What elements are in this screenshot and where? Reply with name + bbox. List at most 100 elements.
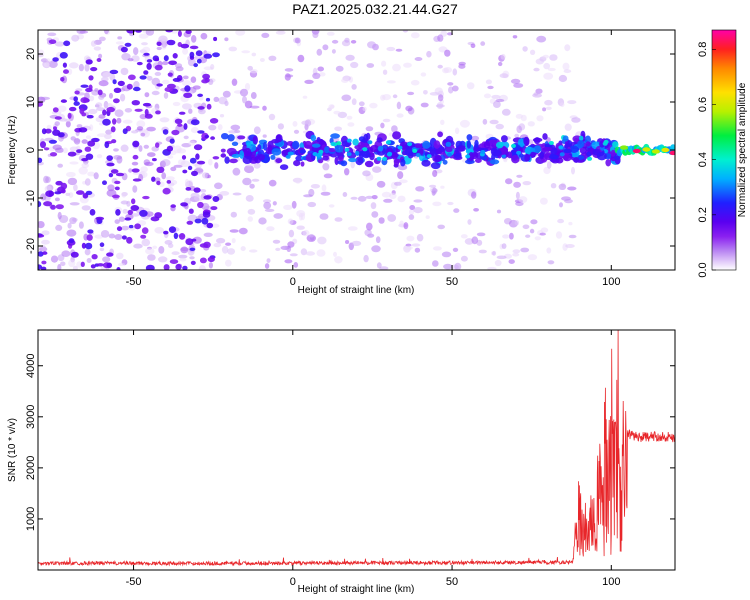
spectrogram-cell — [163, 92, 169, 99]
spectrogram-cell — [510, 78, 521, 84]
spectrogram-cell — [102, 180, 107, 185]
spectrogram-cell — [40, 193, 47, 201]
spectrogram-cell — [262, 105, 267, 111]
spectrogram-cell — [416, 233, 424, 242]
spectrogram-cell — [68, 238, 75, 244]
spectrogram-cell — [423, 90, 428, 95]
spectrogram-cell — [131, 198, 136, 205]
spectrogram-cell — [447, 201, 454, 206]
spectrogram-cell — [203, 195, 212, 200]
spectrogram-cell — [168, 60, 178, 66]
spectrogram-cell — [263, 201, 272, 210]
spectrogram-cell — [501, 243, 507, 250]
spectrogram-cell — [73, 96, 78, 102]
spectrogram-cell — [116, 117, 122, 124]
spectrogram-cell — [231, 78, 238, 86]
spectrogram-cell — [525, 234, 531, 238]
spectrogram-cell — [67, 177, 78, 186]
spectrogram-cell — [189, 247, 196, 251]
spectrogram-cell — [514, 220, 520, 226]
spectrogram-cell — [172, 77, 181, 82]
spectrogram-cell — [145, 264, 155, 270]
spectrogram-cell — [191, 170, 198, 177]
spectrogram-cell — [121, 53, 131, 61]
spectrogram-cell — [279, 164, 289, 171]
spectrogram-cell — [69, 217, 77, 225]
spectrogram-cell — [144, 108, 149, 116]
spectrogram-cell — [41, 230, 50, 236]
spectrogram-cell — [106, 106, 115, 113]
spectrogram-cell — [244, 83, 251, 91]
spectrogram-cell — [50, 255, 59, 263]
spectrogram-cell — [516, 174, 523, 178]
spectrogram-cell — [231, 153, 241, 158]
spectrogram-cell — [133, 47, 139, 56]
spectrogram-cell — [43, 175, 49, 184]
spectrogram-cell — [204, 134, 210, 139]
spectrogram-cell — [84, 178, 91, 186]
spectrogram-cell — [178, 254, 188, 259]
spectrogram-cell — [347, 226, 358, 231]
spectrogram-cell — [68, 259, 76, 268]
spectrogram-cell — [231, 141, 239, 146]
spectrogram-cell — [397, 195, 406, 203]
spectrogram-cell — [98, 53, 103, 59]
spectrogram-cell — [122, 128, 128, 135]
spectrogram-cell — [227, 134, 235, 142]
spectrogram-cell — [452, 68, 458, 76]
spectrogram-cell — [429, 92, 440, 96]
spectrogram-cell — [480, 150, 486, 154]
spectrogram-cell — [201, 217, 209, 225]
spectrogram-cell — [391, 125, 398, 133]
spectrogram-cell — [363, 133, 369, 142]
spectrogram-cell — [86, 258, 92, 263]
spectrogram-cell — [136, 120, 146, 128]
spectrogram-cell — [120, 46, 128, 53]
spectrogram-cell — [357, 195, 367, 202]
spectrogram-cell — [185, 238, 194, 246]
spectrogram-cell — [147, 254, 156, 261]
spectrogram-cell — [43, 201, 53, 207]
spectrogram-cell — [392, 131, 402, 140]
spectrogram-cell — [166, 39, 176, 46]
spectrogram-cell — [61, 250, 71, 257]
spectrogram-cell — [146, 75, 153, 81]
spectrogram-cell — [181, 103, 192, 110]
spectrogram-cell — [544, 99, 553, 106]
spectrogram-cell — [54, 116, 62, 120]
spectrogram-cell — [115, 41, 124, 45]
colorbar-label: Normalized spectral amplitude — [737, 82, 748, 217]
spectrogram-cell — [471, 236, 479, 245]
spectrogram-cell — [302, 229, 310, 237]
spectrogram-cell — [235, 30, 246, 36]
spectrogram-cell — [254, 155, 262, 164]
colorbar-tick-label: 0.4 — [697, 152, 709, 167]
snr-frame — [37, 329, 676, 571]
spectrogram-cell — [81, 112, 87, 117]
spectrogram-cell — [404, 147, 415, 157]
spectrogram-cell — [180, 202, 189, 207]
spectrogram-cell — [529, 228, 535, 234]
spectrogram-cell — [188, 140, 196, 146]
spectrogram-cell — [154, 64, 163, 71]
spectrogram-cell — [139, 209, 148, 217]
spectrogram-cell — [154, 227, 164, 234]
spectrogram-cell — [539, 151, 545, 158]
spectrogram-cell — [244, 100, 253, 109]
spectrogram-cell — [335, 65, 344, 72]
spectrogram-cell — [474, 139, 479, 148]
spectrogram-cell — [115, 172, 125, 177]
spectrogram-cell — [460, 255, 468, 262]
spectrogram-image — [38, 30, 675, 270]
spectrogram-cell — [247, 216, 253, 222]
spectrogram-cell — [217, 124, 223, 131]
spectrogram-cell — [198, 108, 206, 115]
spectrogram-cell — [117, 80, 125, 87]
spectrogram-cell — [63, 40, 71, 47]
spectrogram-cell — [253, 126, 261, 135]
spectrogram-cell — [111, 194, 120, 199]
spectrogram-cell — [52, 57, 59, 62]
spectrogram-cell — [105, 129, 112, 135]
spectrogram-cell — [522, 46, 528, 52]
spectrogram-cell — [323, 173, 333, 179]
